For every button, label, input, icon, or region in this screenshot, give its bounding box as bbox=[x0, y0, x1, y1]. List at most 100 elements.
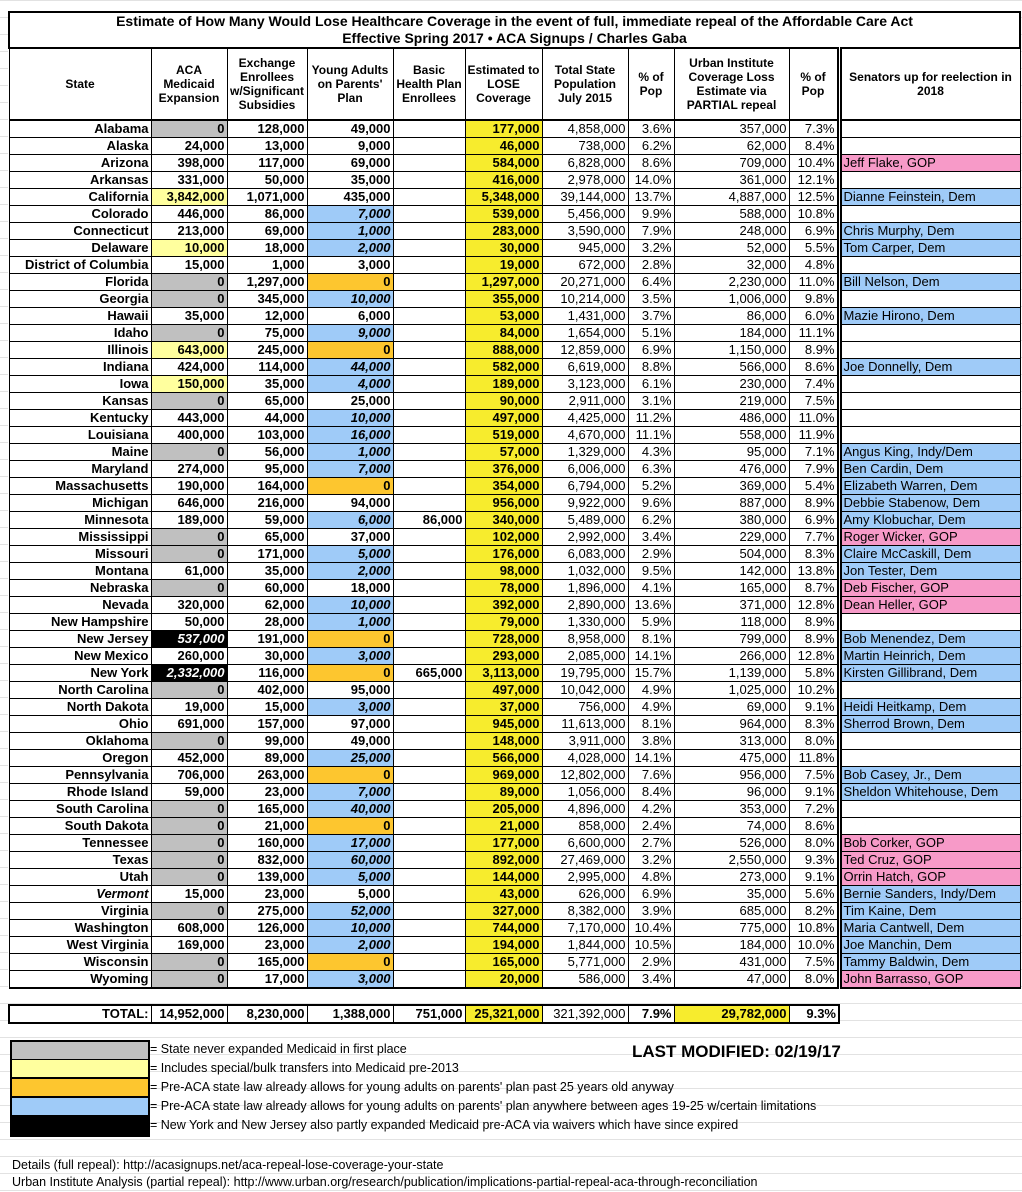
basic-health-cell bbox=[392, 630, 466, 648]
senator-cell: Tom Carper, Dem bbox=[836, 239, 1021, 257]
basic-health-cell: 665,000 bbox=[392, 664, 466, 682]
footer-details-link[interactable]: Details (full repeal): http://acasignups… bbox=[12, 1158, 444, 1172]
population-cell: 626,000 bbox=[541, 885, 629, 903]
urban-estimate-cell: 62,000 bbox=[673, 137, 790, 155]
table-row: Arkansas 331,000 50,000 35,000 416,000 2,978,… bbox=[8, 171, 1021, 189]
basic-health-cell bbox=[392, 698, 466, 716]
basic-health-cell bbox=[392, 324, 466, 342]
medicaid-cell: 0 bbox=[150, 545, 228, 563]
table-row: Arizona 398,000 117,000 69,000 584,000 6,828,… bbox=[8, 154, 1021, 172]
pop-pct-cell: 7.9% bbox=[627, 222, 675, 240]
pop-pct-cell: 6.1% bbox=[627, 375, 675, 393]
total-urban-pct: 9.3% bbox=[788, 1004, 840, 1024]
urban-pct-cell: 10.8% bbox=[788, 919, 840, 937]
estimated-cell: 20,000 bbox=[464, 970, 543, 989]
pop-pct-cell: 2.7% bbox=[627, 834, 675, 852]
estimated-cell: 43,000 bbox=[464, 885, 543, 903]
header-urban-estimate: Urban Institute Coverage Loss Estimate v… bbox=[673, 47, 790, 121]
table-row: Maryland 274,000 95,000 7,000 376,000 6,006,0… bbox=[8, 460, 1021, 478]
urban-pct-cell: 12.5% bbox=[788, 188, 840, 206]
estimated-cell: 5,348,000 bbox=[464, 188, 543, 206]
table-row: Florida 0 1,297,000 0 1,297,000 20,271,000 6.4… bbox=[8, 273, 1021, 291]
state-cell: Delaware bbox=[8, 239, 152, 257]
urban-estimate-cell: 95,000 bbox=[673, 443, 790, 461]
medicaid-cell: 15,000 bbox=[150, 256, 228, 274]
exchange-cell: 23,000 bbox=[226, 783, 308, 801]
header-exchange-enrollees: Exchange Enrollees w/Significant Subsidi… bbox=[226, 47, 308, 121]
exchange-cell: 245,000 bbox=[226, 341, 308, 359]
estimated-cell: 89,000 bbox=[464, 783, 543, 801]
population-cell: 8,958,000 bbox=[541, 630, 629, 648]
young-adults-cell: 60,000 bbox=[306, 851, 394, 869]
medicaid-cell: 3,842,000 bbox=[150, 188, 228, 206]
header-basic-health-plan: Basic Health Plan Enrollees bbox=[392, 47, 466, 121]
exchange-cell: 139,000 bbox=[226, 868, 308, 886]
population-cell: 1,654,000 bbox=[541, 324, 629, 342]
estimated-cell: 497,000 bbox=[464, 681, 543, 699]
pop-pct-cell: 9.5% bbox=[627, 562, 675, 580]
young-adults-cell: 3,000 bbox=[306, 698, 394, 716]
medicaid-cell: 0 bbox=[150, 119, 228, 138]
table-body: Alabama 0 128,000 49,000 177,000 4,858,000 3.6… bbox=[8, 119, 1021, 989]
population-cell: 945,000 bbox=[541, 239, 629, 257]
medicaid-cell: 0 bbox=[150, 834, 228, 852]
state-cell: Alaska bbox=[8, 137, 152, 155]
medicaid-cell: 169,000 bbox=[150, 936, 228, 954]
legend-text: = Pre-ACA state law already allows for y… bbox=[150, 1099, 817, 1113]
state-cell: Minnesota bbox=[8, 511, 152, 529]
senator-cell bbox=[836, 375, 1021, 393]
urban-pct-cell: 11.0% bbox=[788, 409, 840, 427]
urban-estimate-cell: 230,000 bbox=[673, 375, 790, 393]
estimated-cell: 57,000 bbox=[464, 443, 543, 461]
urban-estimate-cell: 142,000 bbox=[673, 562, 790, 580]
senator-cell: Jon Tester, Dem bbox=[836, 562, 1021, 580]
urban-estimate-cell: 1,006,000 bbox=[673, 290, 790, 308]
senator-cell: Debbie Stabenow, Dem bbox=[836, 494, 1021, 512]
population-cell: 5,489,000 bbox=[541, 511, 629, 529]
state-cell: New York bbox=[8, 664, 152, 682]
young-adults-cell: 97,000 bbox=[306, 715, 394, 733]
state-cell: Alabama bbox=[8, 119, 152, 138]
young-adults-cell: 0 bbox=[306, 477, 394, 495]
estimated-cell: 969,000 bbox=[464, 766, 543, 784]
urban-estimate-cell: 118,000 bbox=[673, 613, 790, 631]
basic-health-cell bbox=[392, 290, 466, 308]
exchange-cell: 12,000 bbox=[226, 307, 308, 325]
pop-pct-cell: 8.6% bbox=[627, 154, 675, 172]
title-line-1: Estimate of How Many Would Lose Healthca… bbox=[116, 13, 913, 29]
estimated-cell: 79,000 bbox=[464, 613, 543, 631]
state-cell: Idaho bbox=[8, 324, 152, 342]
medicaid-cell: 320,000 bbox=[150, 596, 228, 614]
table-row: New Jersey 537,000 191,000 0 728,000 8,958,00… bbox=[8, 630, 1021, 648]
medicaid-cell: 260,000 bbox=[150, 647, 228, 665]
senator-cell: Dean Heller, GOP bbox=[836, 596, 1021, 614]
basic-health-cell bbox=[392, 545, 466, 563]
senator-cell bbox=[836, 800, 1021, 818]
population-cell: 1,844,000 bbox=[541, 936, 629, 954]
table-row: Louisiana 400,000 103,000 16,000 519,000 4,67… bbox=[8, 426, 1021, 444]
exchange-cell: 89,000 bbox=[226, 749, 308, 767]
pop-pct-cell: 6.4% bbox=[627, 273, 675, 291]
population-cell: 1,431,000 bbox=[541, 307, 629, 325]
medicaid-cell: 0 bbox=[150, 902, 228, 920]
footer-urban-link[interactable]: Urban Institute Analysis (partial repeal… bbox=[12, 1175, 758, 1189]
young-adults-cell: 3,000 bbox=[306, 256, 394, 274]
basic-health-cell: 86,000 bbox=[392, 511, 466, 529]
pop-pct-cell: 14.0% bbox=[627, 171, 675, 189]
medicaid-cell: 0 bbox=[150, 817, 228, 835]
young-adults-cell: 10,000 bbox=[306, 919, 394, 937]
medicaid-cell: 331,000 bbox=[150, 171, 228, 189]
young-adults-cell: 3,000 bbox=[306, 647, 394, 665]
exchange-cell: 114,000 bbox=[226, 358, 308, 376]
state-cell: Colorado bbox=[8, 205, 152, 223]
basic-health-cell bbox=[392, 613, 466, 631]
population-cell: 2,085,000 bbox=[541, 647, 629, 665]
urban-pct-cell: 7.4% bbox=[788, 375, 840, 393]
table-row: North Carolina 0 402,000 95,000 497,000 10,04… bbox=[8, 681, 1021, 699]
basic-health-cell bbox=[392, 426, 466, 444]
table-row: Oklahoma 0 99,000 49,000 148,000 3,911,000 3.8… bbox=[8, 732, 1021, 750]
urban-pct-cell: 8.2% bbox=[788, 902, 840, 920]
total-urban: 29,782,000 bbox=[673, 1004, 790, 1024]
population-cell: 2,911,000 bbox=[541, 392, 629, 410]
population-cell: 1,330,000 bbox=[541, 613, 629, 631]
